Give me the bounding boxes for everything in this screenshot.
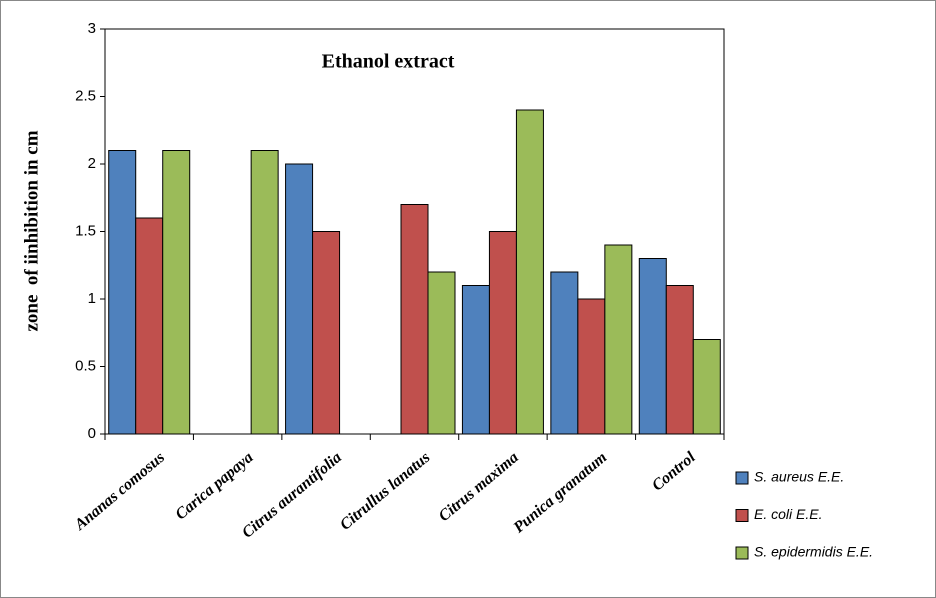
bar <box>162 150 191 435</box>
y-tick-label: 2 <box>88 155 96 172</box>
bar <box>135 217 164 435</box>
bar <box>488 231 517 435</box>
legend-label: S. epidermidis E.E. <box>754 544 873 560</box>
bar <box>461 285 490 435</box>
bar <box>638 258 667 435</box>
chart-title: Ethanol extract <box>322 51 455 73</box>
bar <box>604 244 633 435</box>
bar <box>108 150 137 435</box>
y-tick-label: 0 <box>88 425 96 442</box>
bar <box>250 150 279 435</box>
y-tick-label: 1.5 <box>75 222 96 239</box>
y-axis-label: zone of iinhibition in cm <box>21 130 42 331</box>
legend-label: S. aureus E.E. <box>754 469 844 485</box>
legend-label: E. coli E.E. <box>754 506 822 522</box>
y-tick-label: 1 <box>88 290 96 307</box>
y-tick-label: 0.5 <box>75 357 96 374</box>
bar <box>692 339 721 435</box>
bar <box>400 204 429 435</box>
bar <box>285 163 314 435</box>
bar <box>312 231 341 435</box>
y-tick-label: 3 <box>88 20 96 37</box>
bar <box>427 271 456 435</box>
bar <box>577 298 606 435</box>
bar <box>665 285 694 435</box>
y-tick-label: 2.5 <box>75 87 96 104</box>
bar <box>550 271 579 435</box>
legend-swatch <box>735 509 749 522</box>
legend-swatch <box>735 471 749 485</box>
bar <box>515 109 544 435</box>
legend-swatch <box>735 546 749 560</box>
